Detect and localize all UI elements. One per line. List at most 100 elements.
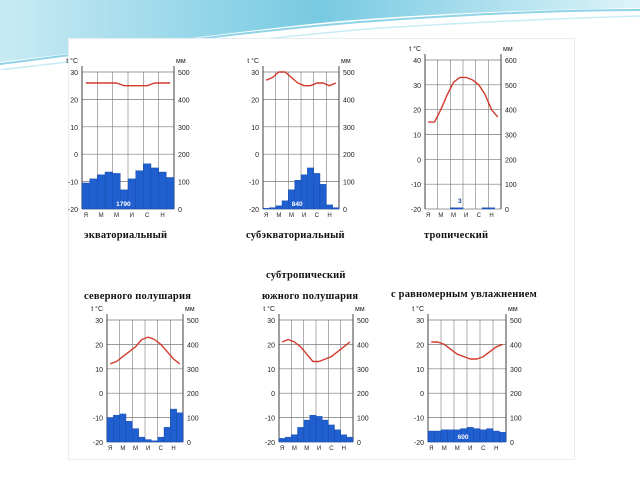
month-tick-label: С: [159, 446, 164, 452]
precip-tick-label: 300: [357, 367, 369, 374]
temp-tick-label: 10: [95, 367, 103, 374]
precipitation-bar: [166, 177, 175, 210]
precip-tick-label: 300: [505, 133, 517, 140]
temp-tick-label: 30: [413, 83, 421, 90]
month-tick-label: М: [304, 446, 309, 452]
month-tick-label: Н: [494, 446, 498, 452]
precip-tick-label: 500: [510, 318, 522, 325]
temp-tick-label: -10: [265, 416, 275, 423]
precipitation-bar: [492, 430, 500, 443]
temp-tick-label: -10: [93, 416, 103, 423]
month-tick-label: М: [133, 446, 138, 452]
temp-tick-label: 20: [413, 108, 421, 115]
precip-tick-label: 400: [187, 342, 199, 349]
precip-tick-label: 0: [505, 207, 509, 214]
precip-tick-label: 400: [178, 97, 190, 104]
caption-subequatorial: субэкваториальный: [246, 230, 345, 241]
month-tick-label: М: [292, 446, 297, 452]
temp-tick-label: 0: [99, 391, 103, 398]
temperature-line: [265, 71, 337, 87]
month-tick-label: М: [289, 213, 294, 219]
temp-tick-label: 20: [70, 97, 78, 104]
precipitation-bar: [434, 430, 442, 443]
temp-unit-label: t °C: [263, 305, 275, 313]
precip-tick-label: 0: [187, 440, 191, 447]
temperature-line: [431, 341, 504, 360]
precip-tick-label: 100: [505, 182, 517, 189]
month-tick-label: М: [99, 213, 104, 219]
month-tick-label: Я: [280, 446, 284, 452]
precip-tick-label: 600: [505, 58, 517, 65]
month-tick-label: М: [120, 446, 125, 452]
temp-tick-label: -20: [93, 440, 103, 447]
month-tick-label: Н: [342, 446, 346, 452]
temp-tick-label: 20: [251, 97, 259, 104]
month-tick-label: С: [477, 213, 482, 219]
precipitation-bar: [427, 430, 435, 443]
precipitation-bar: [440, 429, 448, 443]
precipitation-bar: [132, 428, 139, 443]
annual-precipitation-label: 600: [458, 434, 469, 441]
precip-tick-label: 0: [178, 207, 182, 214]
precipitation-bar: [488, 207, 495, 210]
precipitation-bar: [346, 436, 354, 443]
month-tick-label: Я: [108, 446, 112, 452]
caption-tropical: тропический: [424, 230, 489, 241]
precip-tick-label: 0: [343, 207, 347, 214]
month-tick-label: И: [146, 446, 150, 452]
temp-tick-label: -20: [265, 440, 275, 447]
precip-tick-label: 500: [187, 318, 199, 325]
temperature-line: [85, 82, 171, 87]
temp-unit-label: t °C: [412, 305, 424, 313]
temp-tick-label: 20: [416, 342, 424, 349]
precip-unit-label: мм: [185, 306, 195, 313]
month-tick-label: С: [145, 213, 150, 219]
temp-tick-label: 0: [420, 391, 424, 398]
temp-tick-label: 10: [251, 125, 259, 132]
temp-tick-label: -10: [411, 182, 421, 189]
annual-precipitation-label: 840: [292, 201, 303, 208]
caption-northern-hemisphere: северного полушария: [84, 291, 192, 302]
temp-tick-label: -20: [414, 440, 424, 447]
caption-southern-hemisphere: южного полушария: [262, 291, 359, 302]
temp-tick-label: 10: [70, 125, 78, 132]
month-tick-label: Я: [426, 213, 430, 219]
temp-tick-label: 0: [255, 152, 259, 159]
precip-unit-label: мм: [355, 306, 365, 313]
precip-tick-label: 200: [510, 391, 522, 398]
temperature-line: [428, 76, 499, 123]
temp-tick-label: 30: [251, 70, 259, 77]
temp-tick-label: -20: [68, 207, 78, 214]
temp-tick-label: 0: [74, 152, 78, 159]
month-tick-label: Н: [489, 213, 493, 219]
month-tick-label: М: [442, 446, 447, 452]
precip-tick-label: 300: [187, 367, 199, 374]
month-tick-label: Я: [84, 213, 88, 219]
temp-unit-label: t °C: [66, 57, 78, 65]
month-tick-label: И: [464, 213, 468, 219]
month-tick-label: Н: [171, 446, 175, 452]
precip-tick-label: 400: [510, 342, 522, 349]
precipitation-bar: [473, 428, 481, 443]
temp-tick-label: -10: [414, 416, 424, 423]
precip-tick-label: 400: [343, 97, 355, 104]
temp-tick-label: 10: [416, 367, 424, 374]
precip-tick-label: 300: [343, 125, 355, 132]
precip-tick-label: 200: [357, 391, 369, 398]
month-tick-label: И: [317, 446, 321, 452]
precip-tick-label: 200: [178, 152, 190, 159]
temp-tick-label: 30: [267, 318, 275, 325]
temp-unit-label: t °C: [247, 57, 259, 65]
month-tick-label: М: [114, 213, 119, 219]
precipitation-bar: [447, 429, 455, 443]
precip-tick-label: 100: [187, 416, 199, 423]
precip-tick-label: 500: [178, 70, 190, 77]
precipitation-bar: [456, 207, 464, 210]
precip-tick-label: 400: [357, 342, 369, 349]
temp-tick-label: 0: [271, 391, 275, 398]
precip-tick-label: 500: [505, 83, 517, 90]
month-tick-label: С: [481, 446, 486, 452]
